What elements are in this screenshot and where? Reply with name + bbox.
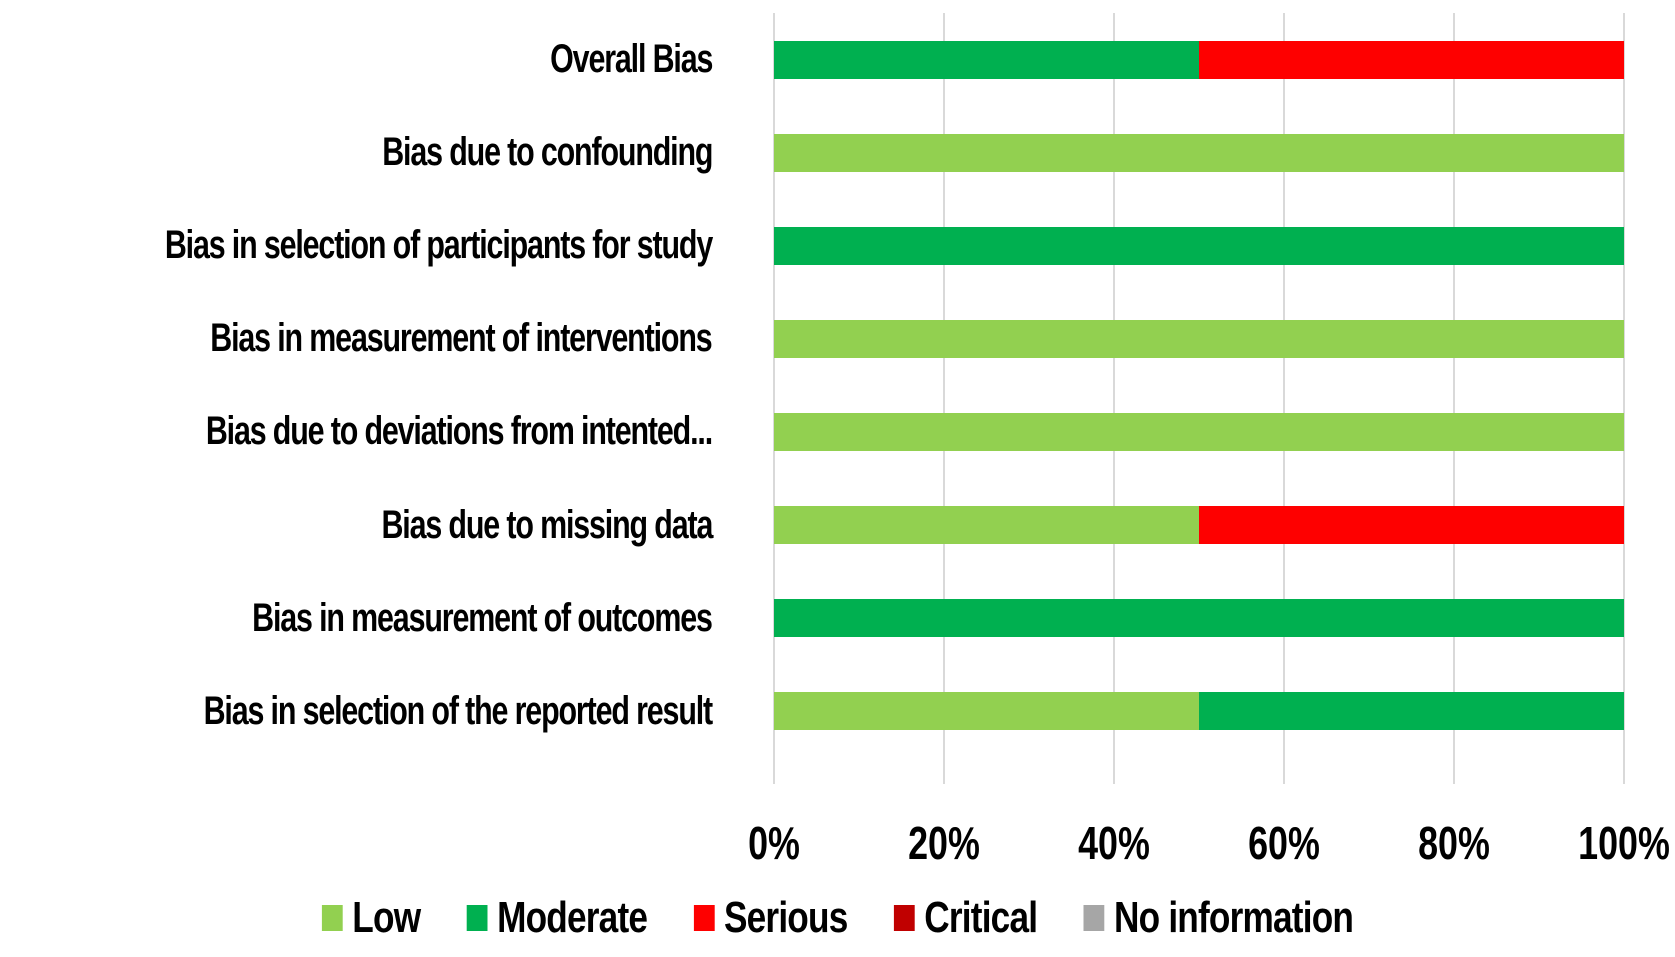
bar-segment-low xyxy=(774,133,1624,172)
x-axis-tick-label: 20% xyxy=(908,817,980,869)
bar-row xyxy=(774,106,1624,199)
category-label: Bias due to missing data xyxy=(0,478,713,571)
legend-label: Critical xyxy=(924,893,1038,942)
gridline xyxy=(773,13,775,784)
bar-row xyxy=(774,292,1624,385)
category-label: Bias in selection of participants for st… xyxy=(0,199,713,292)
legend-label: Serious xyxy=(723,893,848,942)
legend-swatch-critical xyxy=(893,905,915,931)
bar-row xyxy=(774,199,1624,292)
legend-label: Low xyxy=(352,893,421,942)
stacked-bar xyxy=(774,692,1624,731)
legend-item-critical: Critical xyxy=(893,893,1038,943)
bar-segment-moderate xyxy=(774,40,1199,79)
legend-swatch-moderate xyxy=(466,905,488,931)
category-label-text: Bias in measurement of outcomes xyxy=(252,595,713,640)
category-label: Overall Bias xyxy=(0,13,713,106)
bar-segment-serious xyxy=(1199,40,1624,79)
legend: Low Moderate Serious Critical No information xyxy=(168,893,1508,943)
gridline xyxy=(1113,13,1115,784)
stacked-bar xyxy=(774,133,1624,172)
bar-segment-low xyxy=(774,319,1624,358)
stacked-bar xyxy=(774,319,1624,358)
x-axis-tick-label: 60% xyxy=(1248,817,1320,869)
gridline xyxy=(1283,13,1285,784)
legend-label: Moderate xyxy=(497,893,648,942)
bar-row xyxy=(774,478,1624,571)
gridline xyxy=(943,13,945,784)
x-axis-tick-label: 0% xyxy=(748,817,800,869)
legend-item-no-information: No information xyxy=(1083,893,1354,943)
category-label: Bias in measurement of interventions xyxy=(0,292,713,385)
category-label-text: Bias in selection of the reported result xyxy=(203,688,714,733)
bar-segment-moderate xyxy=(774,599,1624,638)
gridline xyxy=(1623,13,1625,784)
bar-row xyxy=(774,13,1624,106)
legend-swatch-no-information xyxy=(1083,905,1105,931)
legend-item-serious: Serious xyxy=(693,893,848,943)
category-label-text: Bias due to missing data xyxy=(381,502,713,547)
legend-item-moderate: Moderate xyxy=(466,893,648,943)
gridline xyxy=(1453,13,1455,784)
bar-segment-moderate xyxy=(774,226,1624,265)
bar-segment-moderate xyxy=(1199,692,1624,731)
x-axis-tick-label: 40% xyxy=(1078,817,1150,869)
bars-layer xyxy=(774,13,1624,758)
stacked-bar xyxy=(774,412,1624,451)
bar-row xyxy=(774,665,1624,758)
category-label: Bias in selection of the reported result xyxy=(0,665,714,758)
stacked-bar xyxy=(774,599,1624,638)
category-label-text: Overall Bias xyxy=(549,37,713,82)
legend-swatch-low xyxy=(321,905,343,931)
bar-segment-low xyxy=(774,692,1199,731)
stacked-bar xyxy=(774,226,1624,265)
category-labels-column: Overall Bias Bias due to confounding Bias … xyxy=(0,13,714,758)
legend-swatch-serious xyxy=(693,905,715,931)
stacked-bar xyxy=(774,40,1624,79)
category-label-text: Bias in measurement of interventions xyxy=(210,316,713,361)
legend-label: No information xyxy=(1114,893,1354,942)
x-axis: 0% 20% 40% 60% 80% 100% xyxy=(748,816,1670,872)
category-label: Bias due to confounding xyxy=(0,106,713,199)
bar-row xyxy=(774,572,1624,665)
category-label-text: Bias due to deviations from intented... xyxy=(205,409,713,454)
bar-row xyxy=(774,385,1624,478)
bar-segment-low xyxy=(774,506,1199,545)
legend-item-low: Low xyxy=(321,893,421,943)
category-label-text: Bias due to confounding xyxy=(381,130,713,175)
x-axis-tick-label: 100% xyxy=(1578,817,1670,869)
plot-area xyxy=(773,13,1625,784)
category-label: Bias due to deviations from intented... xyxy=(0,385,713,478)
x-axis-tick-label: 80% xyxy=(1418,817,1490,869)
category-label-text: Bias in selection of participants for st… xyxy=(164,223,713,268)
bar-segment-serious xyxy=(1199,506,1624,545)
bar-segment-low xyxy=(774,412,1624,451)
category-label: Bias in measurement of outcomes xyxy=(0,572,713,665)
stacked-bar xyxy=(774,506,1624,545)
